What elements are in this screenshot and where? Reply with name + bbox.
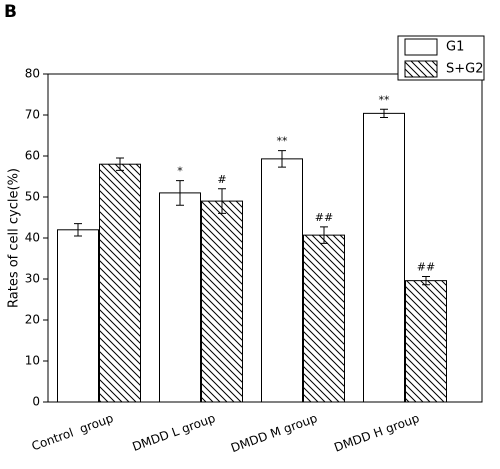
x-tick-label: DMDD L group [130,411,217,454]
y-tick-label: 70 [25,108,40,122]
x-tick-label: Control group [30,411,115,454]
annotation: ** [379,93,391,106]
y-tick-label: 30 [25,272,40,286]
y-tick-label: 50 [25,190,40,204]
x-tick-label: DMDD H group [332,411,421,455]
bar [261,158,303,403]
error-bar [320,226,328,244]
error-bar [278,150,286,168]
y-tick-label: 10 [25,354,40,368]
error-bar [74,223,82,237]
y-tick-label: 40 [25,231,40,245]
annotation: * [177,165,183,178]
legend-swatch [404,60,438,78]
error-bar [422,276,430,286]
bar [99,163,141,403]
annotation: ** [277,135,289,148]
annotation: # [217,173,226,186]
error-bar [176,180,184,206]
error-bar [218,188,226,214]
error-bar [380,108,388,118]
y-tick-label: 60 [25,149,40,163]
error-bar [116,157,124,171]
bar [159,192,201,403]
bar [405,280,447,403]
y-tick-label: 0 [32,395,40,409]
y-tick-label: 20 [25,313,40,327]
legend-label: G1 [446,40,464,55]
legend-label: S+G2 [446,62,484,77]
annotation: ## [417,261,435,274]
x-tick-label: DMDD M group [229,411,319,455]
bar [201,200,243,403]
bar [303,234,345,403]
bar [57,229,99,403]
bar [363,112,405,403]
legend-swatch [404,38,438,56]
y-tick-label: 80 [25,67,40,81]
annotation: ## [315,211,333,224]
panel-label: B [4,2,17,22]
y-axis-label: Rates of cell cycle(%) [7,168,22,308]
